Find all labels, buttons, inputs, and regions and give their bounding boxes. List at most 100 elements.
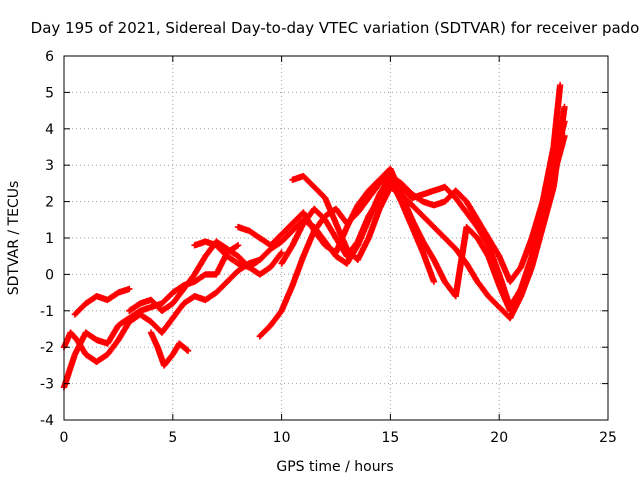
data-point-run (278, 243, 295, 267)
data-point-run (191, 254, 208, 278)
data-point-run (528, 225, 546, 271)
data-point (126, 285, 133, 293)
data-point-run (213, 242, 230, 259)
data-point-run (452, 194, 469, 215)
x-tick-label: 20 (490, 430, 508, 446)
data-point-run (474, 216, 491, 240)
data-point-run (191, 272, 208, 285)
data-point-run (71, 301, 88, 318)
data-point-run (278, 228, 295, 245)
data-point-run (409, 223, 426, 255)
data-point-run (398, 198, 415, 229)
data-point (184, 347, 192, 355)
data-point-run (278, 221, 295, 238)
data-point-run (224, 268, 241, 285)
data-point-run (169, 301, 186, 322)
data-point-run (137, 311, 153, 325)
data-point-run (376, 185, 393, 213)
series-track-4 (126, 238, 285, 314)
data-point-run (300, 206, 317, 227)
y-tick-label: 6 (45, 49, 54, 65)
data-point-run (213, 279, 230, 296)
y-tick-label: 4 (45, 122, 54, 138)
data-point-run (506, 265, 524, 285)
data-point-run (496, 304, 513, 321)
data-point-run (321, 194, 339, 226)
data-point-run (343, 210, 360, 227)
data-point-run (147, 296, 164, 313)
data-point-run (169, 287, 186, 307)
series-track-3 (71, 285, 133, 318)
data-point-run (517, 265, 535, 300)
data-point-run (278, 283, 296, 314)
data-point-run (463, 260, 480, 284)
data-point-run (365, 196, 382, 220)
data-point-run (224, 245, 241, 259)
data-point-run (485, 234, 502, 259)
data-point-run (365, 181, 382, 202)
y-tick-label: 1 (45, 231, 54, 247)
data-point-run (485, 242, 502, 277)
data-point-run (376, 170, 393, 187)
data-point-run (289, 210, 306, 227)
data-point-run (354, 188, 371, 209)
data-point-run (104, 323, 121, 347)
data-point-run (485, 253, 502, 288)
data-point-run (430, 223, 447, 241)
series-track-7 (234, 81, 564, 314)
data-point-run (474, 234, 491, 259)
y-tick-label: -2 (40, 340, 54, 356)
data-point-run (474, 278, 491, 299)
data-point-run (539, 185, 557, 231)
data-point-run (289, 254, 306, 289)
data-point-run (452, 245, 469, 266)
data-point-run (158, 290, 175, 307)
data-point-run (474, 223, 491, 248)
data-point-run (463, 198, 480, 222)
series-layer (60, 81, 568, 391)
data-point-run (147, 318, 164, 335)
data-point-run (300, 228, 317, 260)
data-point-run (354, 196, 371, 216)
y-tick-label: 0 (45, 267, 54, 283)
data-point-run (176, 340, 191, 354)
series-track-2 (60, 256, 264, 365)
data-point-run (332, 205, 350, 226)
x-tick-label: 25 (599, 430, 617, 446)
data-point-run (267, 308, 284, 329)
y-tick-label: 5 (45, 85, 54, 101)
x-tick-label: 5 (168, 430, 177, 446)
data-point-run (430, 256, 448, 284)
data-point-run (463, 209, 480, 230)
y-tick-label: -3 (40, 377, 54, 393)
data-point-run (441, 183, 458, 201)
data-point-run (267, 232, 284, 249)
data-point-run (180, 272, 197, 293)
data-point-run (496, 271, 513, 309)
data-point-run (115, 319, 132, 344)
data-point-run (311, 205, 328, 222)
series-track-8 (256, 132, 568, 340)
series-track-9 (289, 103, 568, 322)
data-point-run (126, 308, 143, 322)
data-point-run (256, 246, 273, 263)
y-tick-label: 3 (45, 158, 54, 174)
data-point-run (267, 250, 284, 271)
data-point-run (321, 216, 339, 240)
chart-title: Day 195 of 2021, Sidereal Day-to-day VTE… (31, 19, 640, 37)
data-point-run (147, 329, 161, 349)
y-tick-label: 2 (45, 195, 54, 211)
series-track-1 (60, 242, 242, 391)
data-point-run (441, 234, 458, 251)
x-tick-label: 15 (381, 430, 399, 446)
data-point-run (332, 220, 350, 251)
data-point-run (245, 257, 262, 271)
axis-ticks: 0 5 10 15 20 25 -4 -3 -2 -1 0 1 2 3 4 5 6 (40, 49, 617, 446)
data-point-run (419, 213, 436, 230)
data-point (278, 249, 285, 256)
data-point-run (158, 316, 176, 336)
data-point-run (550, 105, 568, 191)
data-point-run (419, 238, 437, 262)
data-point (430, 278, 438, 285)
data-point-run (463, 223, 480, 241)
